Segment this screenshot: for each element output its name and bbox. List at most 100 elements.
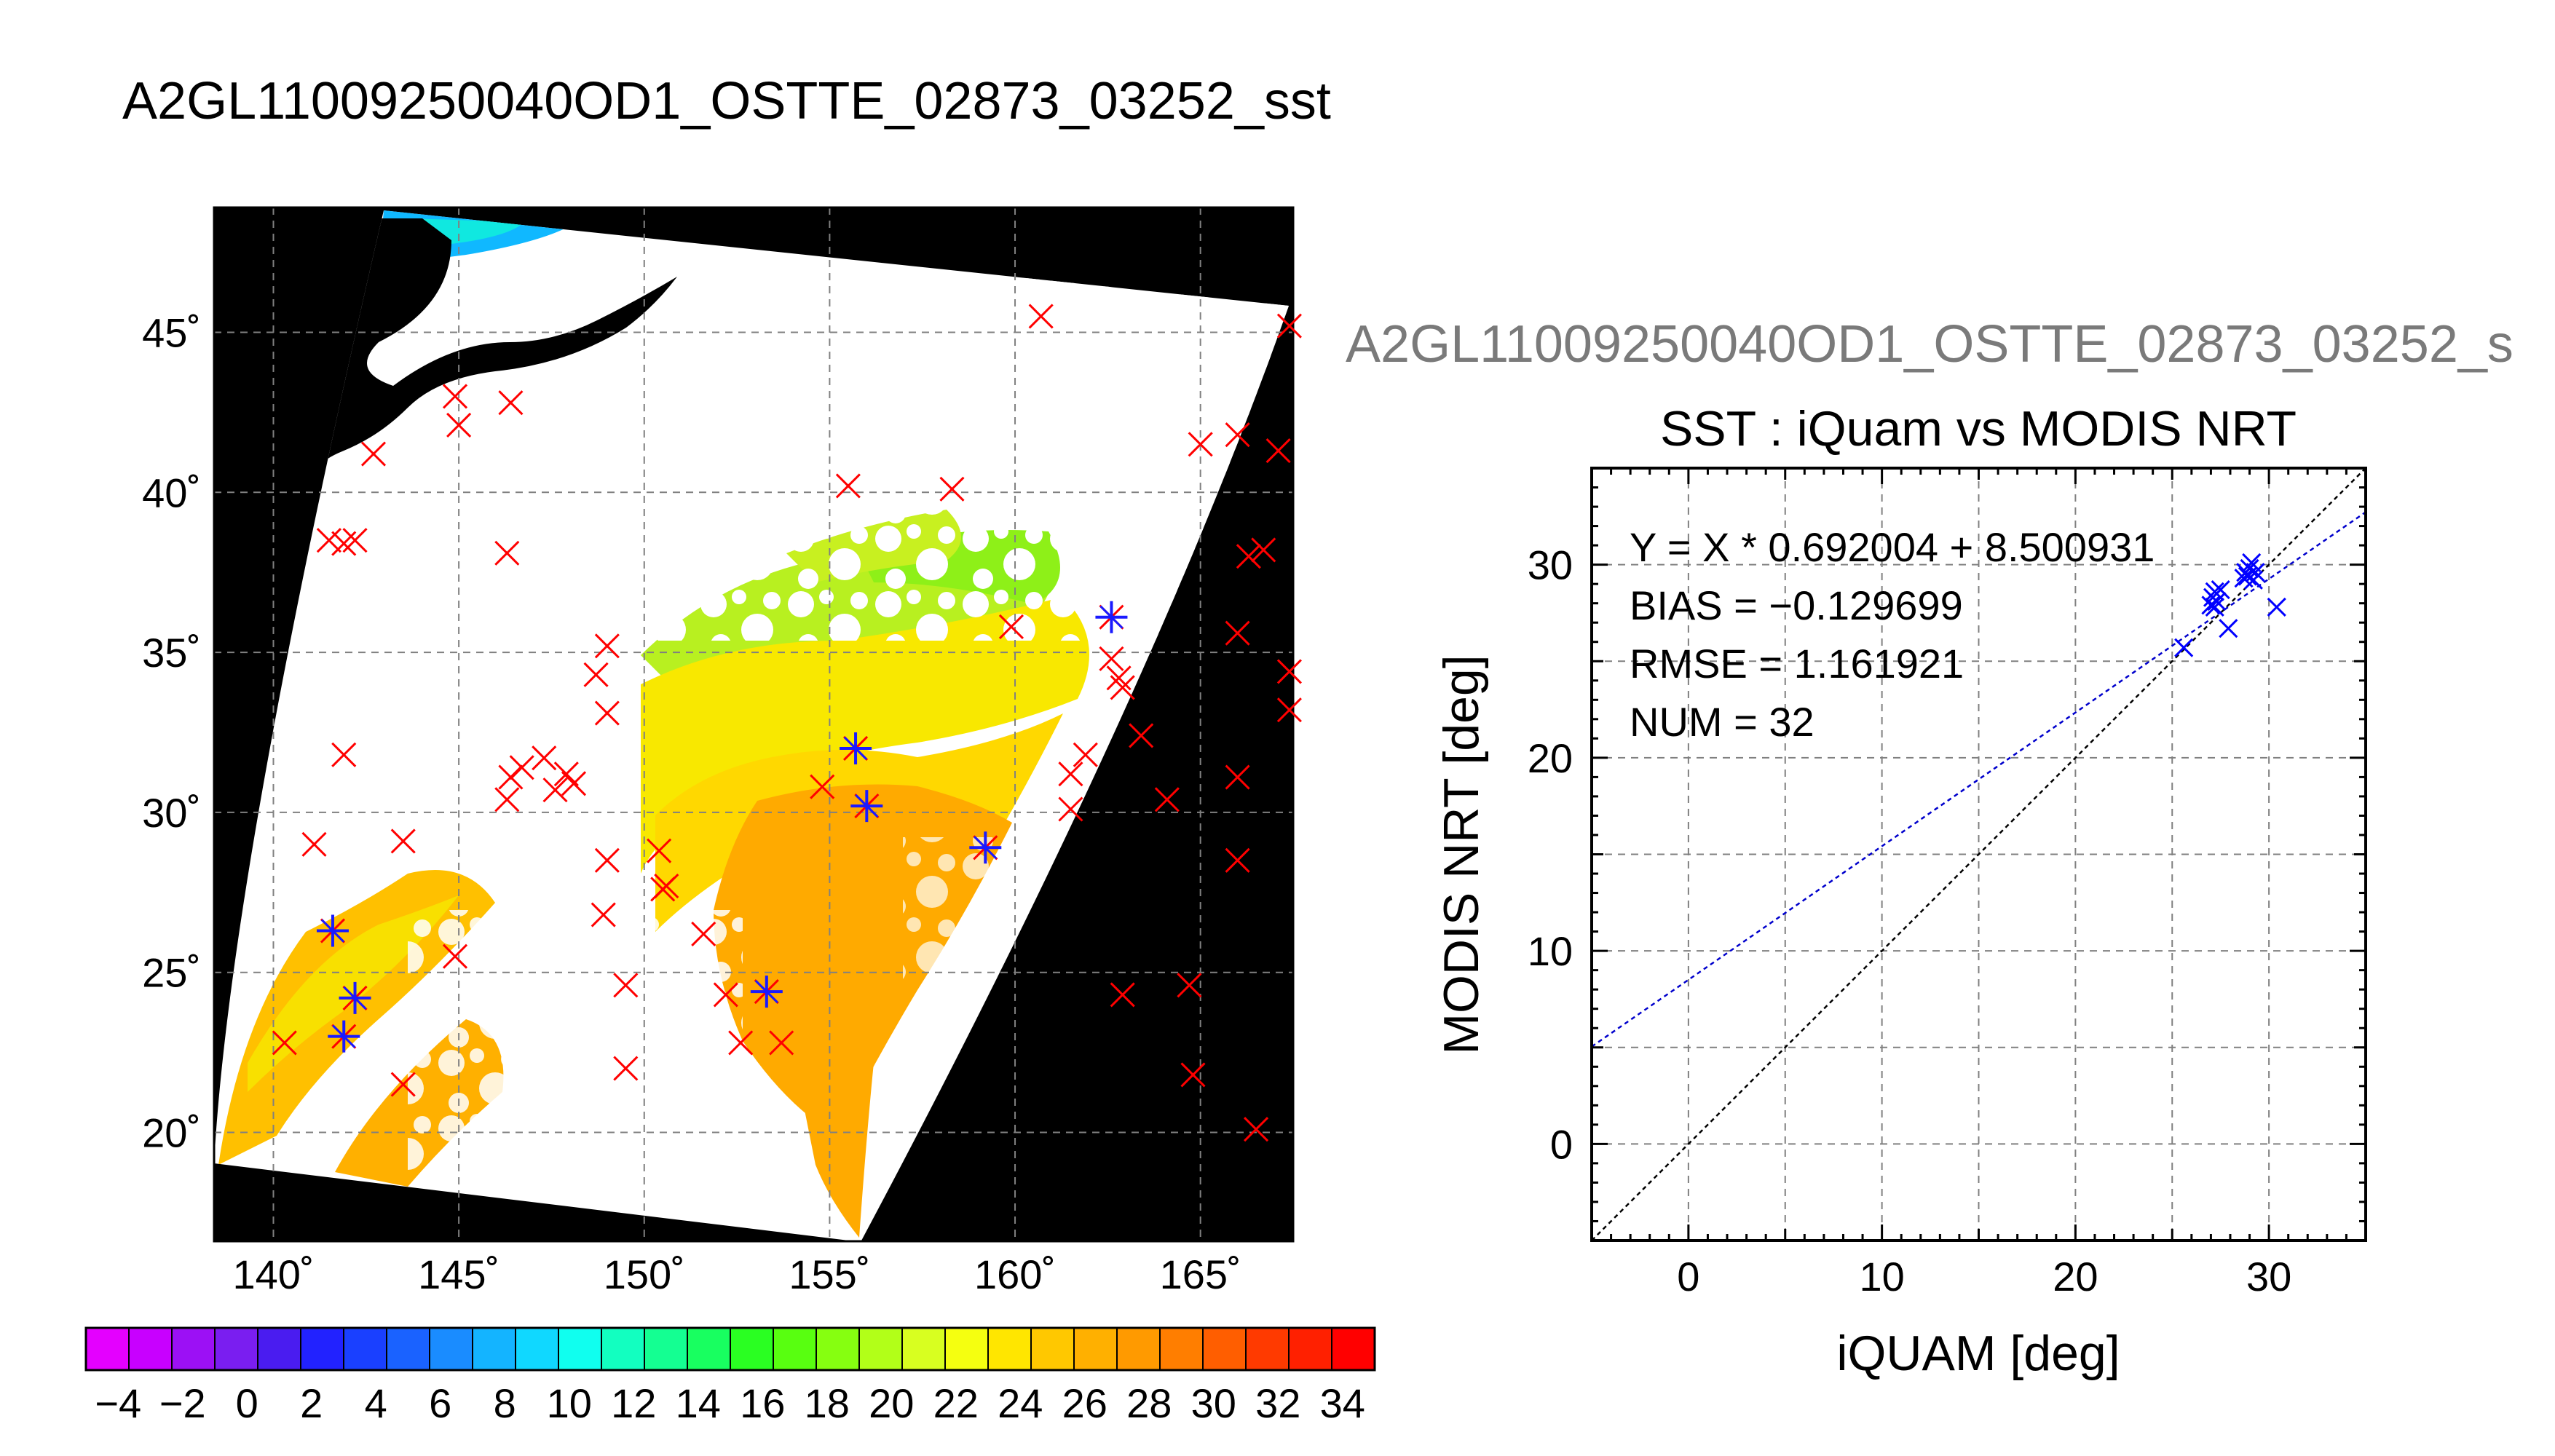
map-title: A2GL11009250040OD1_OSTTE_02873_03252_sst — [122, 72, 1331, 130]
map-marker-unmatched — [1276, 659, 1302, 684]
map-marker-unmatched — [1276, 313, 1302, 339]
scatter-point — [2243, 570, 2263, 590]
scatter-point — [2174, 638, 2194, 657]
colorbar-segment — [730, 1328, 774, 1370]
scatter-point — [2242, 553, 2262, 573]
scatter-point — [2267, 597, 2286, 617]
colorbar-label: 24 — [998, 1380, 1043, 1426]
map-marker-unmatched — [272, 1030, 297, 1056]
map-marker-unmatched — [342, 528, 368, 553]
colorbar-label: 4 — [365, 1380, 387, 1426]
map-marker-unmatched — [1225, 422, 1250, 448]
map-marker-unmatched — [316, 528, 341, 553]
scatter-point — [2211, 580, 2230, 600]
map-marker-unmatched — [650, 877, 676, 902]
map-marker-unmatched — [1110, 675, 1135, 700]
scatter-point — [2201, 596, 2221, 615]
map-marker-unmatched — [1225, 764, 1250, 790]
scatter-xlabel: iQUAM [deg] — [1836, 1326, 2120, 1381]
colorbar-label: 8 — [494, 1380, 516, 1426]
scatter-stat-line: RMSE = 1.161921 — [1630, 641, 1964, 687]
scatter-x-tick-label: 20 — [2053, 1254, 2098, 1299]
map-lat-label: 25˚ — [142, 950, 201, 996]
colorbar-segment — [172, 1328, 216, 1370]
scatter-stats: Y = X * 0.692004 + 8.500931 BIAS = −0.129… — [1630, 524, 2155, 745]
map-marker-unmatched — [691, 921, 716, 947]
colorbar-segment — [687, 1328, 731, 1370]
map-marker-unmatched — [769, 1030, 794, 1056]
map-markers — [272, 304, 1302, 1142]
colorbar-segments — [86, 1328, 1375, 1370]
map-marker-unmatched — [1129, 723, 1154, 748]
colorbar-segment — [1117, 1328, 1161, 1370]
scatter-x-tick-label: 30 — [2246, 1254, 2291, 1299]
map-marker-matched — [850, 790, 883, 823]
colorbar-segment — [601, 1328, 645, 1370]
map-marker-unmatched — [561, 771, 587, 796]
scatter-y-tick-label: 0 — [1550, 1121, 1573, 1167]
map-lat-label: 20˚ — [142, 1110, 201, 1156]
colorbar-label: 18 — [805, 1380, 850, 1426]
scatter-y-tick-labels: 0 10 20 30 — [1528, 542, 1573, 1168]
map-marker-unmatched — [1180, 1062, 1206, 1088]
map-marker-unmatched — [390, 828, 416, 854]
colorbar-segment — [516, 1328, 559, 1370]
colorbar: −4 −2 0 2 4 6 8 10 12 14 16 18 20 22 24 26 28 30 32 34 — [84, 1326, 1376, 1426]
colorbar-segment — [945, 1328, 989, 1370]
colorbar-segment — [1332, 1328, 1375, 1370]
map-lon-label: 150˚ — [604, 1251, 685, 1297]
map-lon-label: 155˚ — [789, 1251, 870, 1297]
map-marker-unmatched — [594, 633, 620, 659]
colorbar-segment — [1203, 1328, 1247, 1370]
map-lon-label: 160˚ — [974, 1251, 1056, 1297]
map-marker-unmatched — [301, 831, 327, 857]
map-marker-unmatched — [594, 847, 620, 873]
scatter-title: SST : iQuam vs MODIS NRT — [1660, 401, 2297, 456]
scatter-point — [2246, 563, 2265, 582]
map-marker-unmatched — [1225, 620, 1250, 646]
map-marker-unmatched — [1236, 544, 1261, 569]
colorbar-label: 12 — [611, 1380, 656, 1426]
map-grid — [214, 207, 1293, 1241]
colorbar-segment — [301, 1328, 344, 1370]
colorbar-segment — [816, 1328, 860, 1370]
map-marker-unmatched — [1099, 646, 1124, 671]
map-lon-labels: 140˚ 145˚ 150˚ 155˚ 160˚ 165˚ — [232, 1251, 1241, 1297]
colorbar-segment — [1289, 1328, 1332, 1370]
colorbar-label: −4 — [95, 1380, 141, 1426]
map-marker-matched — [1095, 601, 1128, 633]
map-panel: 140˚ 145˚ 150˚ 155˚ 160˚ 165˚ 20˚ 25˚ 30˚ 35˚ 40˚… — [142, 206, 1302, 1297]
scatter-y-tick-label: 30 — [1528, 542, 1573, 588]
map-marker-unmatched — [1225, 847, 1250, 873]
colorbar-segment — [430, 1328, 473, 1370]
colorbar-segment — [644, 1328, 688, 1370]
scatter-point — [2240, 558, 2259, 578]
map-marker-unmatched — [1244, 1117, 1269, 1142]
map-marker-unmatched — [1154, 787, 1180, 812]
colorbar-label: 2 — [300, 1380, 323, 1426]
map-marker-unmatched — [498, 764, 524, 790]
colorbar-labels: −4 −2 0 2 4 6 8 10 12 14 16 18 20 22 24 26 28 30 32 34 — [95, 1380, 1365, 1426]
map-marker-unmatched — [1073, 742, 1098, 767]
colorbar-segment — [387, 1328, 430, 1370]
colorbar-segment — [773, 1328, 817, 1370]
map-lon-label: 140˚ — [232, 1251, 314, 1297]
map-marker-unmatched — [1265, 438, 1291, 464]
scatter-stat-line: Y = X * 0.692004 + 8.500931 — [1630, 524, 2155, 570]
map-marker-unmatched — [532, 745, 557, 771]
scatter-stat-line: BIAS = −0.129699 — [1630, 582, 1963, 628]
colorbar-segment — [1246, 1328, 1290, 1370]
map-marker-matched — [750, 976, 783, 1008]
map-marker-matched — [840, 732, 872, 764]
scatter-ylabel: MODIS NRT [deg] — [1434, 654, 1489, 1054]
colorbar-segment — [1160, 1328, 1204, 1370]
colorbar-label: 10 — [547, 1380, 592, 1426]
scatter-x-tick-label: 0 — [1677, 1254, 1699, 1299]
colorbar-label: 34 — [1320, 1380, 1365, 1426]
colorbar-segment — [215, 1328, 258, 1370]
map-marker-unmatched — [331, 742, 357, 767]
map-marker-unmatched — [1188, 432, 1213, 457]
colorbar-label: 6 — [429, 1380, 451, 1426]
map-marker-unmatched — [810, 774, 835, 799]
